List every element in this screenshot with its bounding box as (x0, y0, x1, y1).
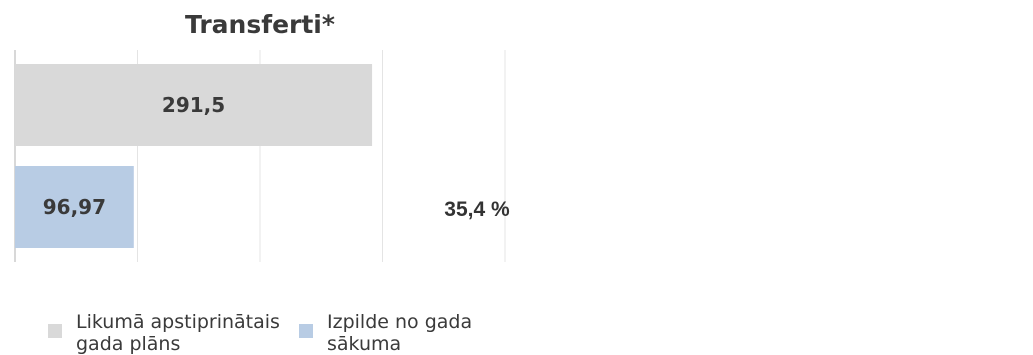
bar-value-label: 96,97 (43, 195, 106, 219)
legend-swatch-execution (299, 324, 313, 338)
legend-item-execution: Izpilde no gada sākuma (299, 311, 499, 355)
bar-value-label: 291,5 (162, 93, 225, 117)
chart-title: Transferti* (185, 10, 335, 39)
legend: Likumā apstiprinātais gada plāns Izpilde… (48, 311, 499, 355)
bars: 291,5 96,97 (15, 64, 373, 248)
legend-item-plan: Likumā apstiprinātais gada plāns (48, 311, 285, 355)
legend-label-execution: Izpilde no gada sākuma (327, 311, 473, 355)
legend-swatch-plan (48, 324, 62, 338)
percent-annotation: 35,4 % (444, 198, 510, 221)
bar-plan (15, 64, 373, 146)
chart: Transferti* 291,5 96,97 35,4 % (14, 10, 510, 262)
legend-label-plan: Likumā apstiprinātais gada plāns (76, 311, 280, 355)
bar-execution (15, 166, 134, 248)
